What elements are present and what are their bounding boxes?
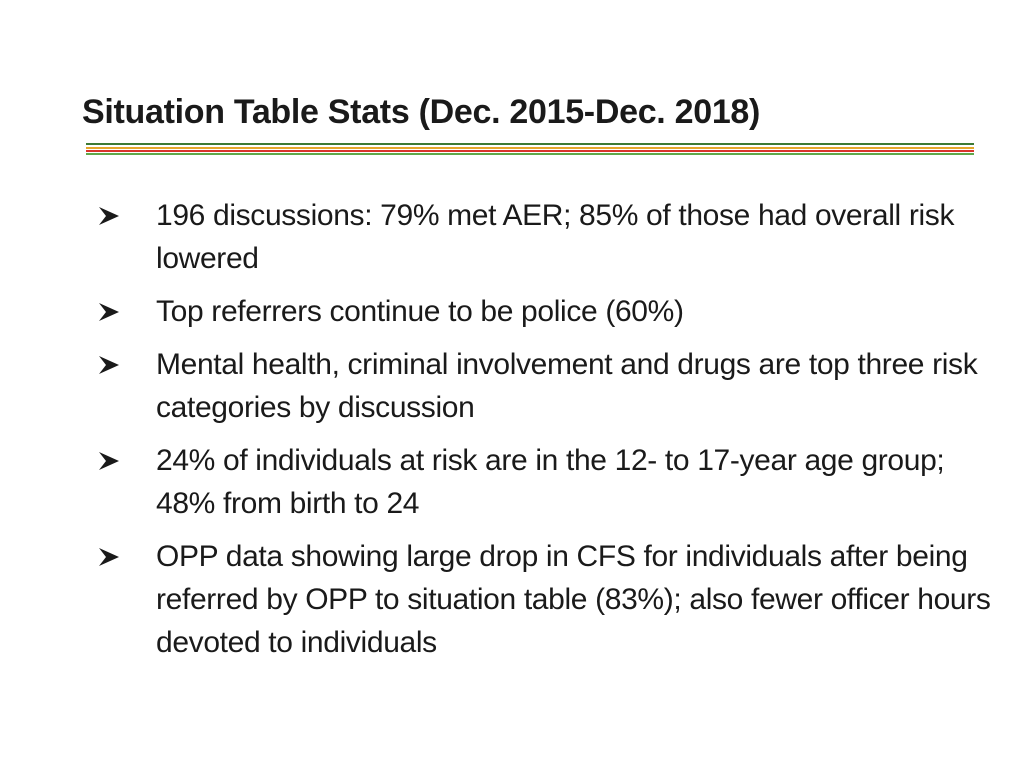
rule-stripe-red [86, 150, 974, 152]
arrowhead-bullet-icon [98, 439, 156, 482]
arrowhead-bullet-icon [98, 194, 156, 237]
bullet-list: 196 discussions: 79% met AER; 85% of tho… [98, 194, 1003, 674]
bullet-item: OPP data showing large drop in CFS for i… [98, 535, 1003, 664]
rule-stripe-lightgreen [86, 153, 974, 155]
slide-title: Situation Table Stats (Dec. 2015-Dec. 20… [82, 93, 761, 131]
bullet-text: Top referrers continue to be police (60%… [156, 295, 684, 328]
bullet-item: Top referrers continue to be police (60%… [98, 290, 1003, 333]
bullet-text: 24% of individuals at risk are in the 12… [156, 444, 945, 520]
bullet-text: Mental health, criminal involvement and … [156, 348, 978, 424]
rule-stripe-yellow [86, 147, 974, 149]
bullet-text: 196 discussions: 79% met AER; 85% of tho… [156, 199, 955, 275]
arrowhead-bullet-icon [98, 290, 156, 333]
arrowhead-bullet-icon [98, 343, 156, 386]
bullet-text: OPP data showing large drop in CFS for i… [156, 540, 991, 659]
arrowhead-bullet-icon [98, 535, 156, 578]
bullet-item: 196 discussions: 79% met AER; 85% of tho… [98, 194, 1003, 280]
bullet-item: Mental health, criminal involvement and … [98, 343, 1003, 429]
rule-stripe-green [86, 143, 974, 145]
bullet-item: 24% of individuals at risk are in the 12… [98, 439, 1003, 525]
title-underline [86, 143, 974, 157]
